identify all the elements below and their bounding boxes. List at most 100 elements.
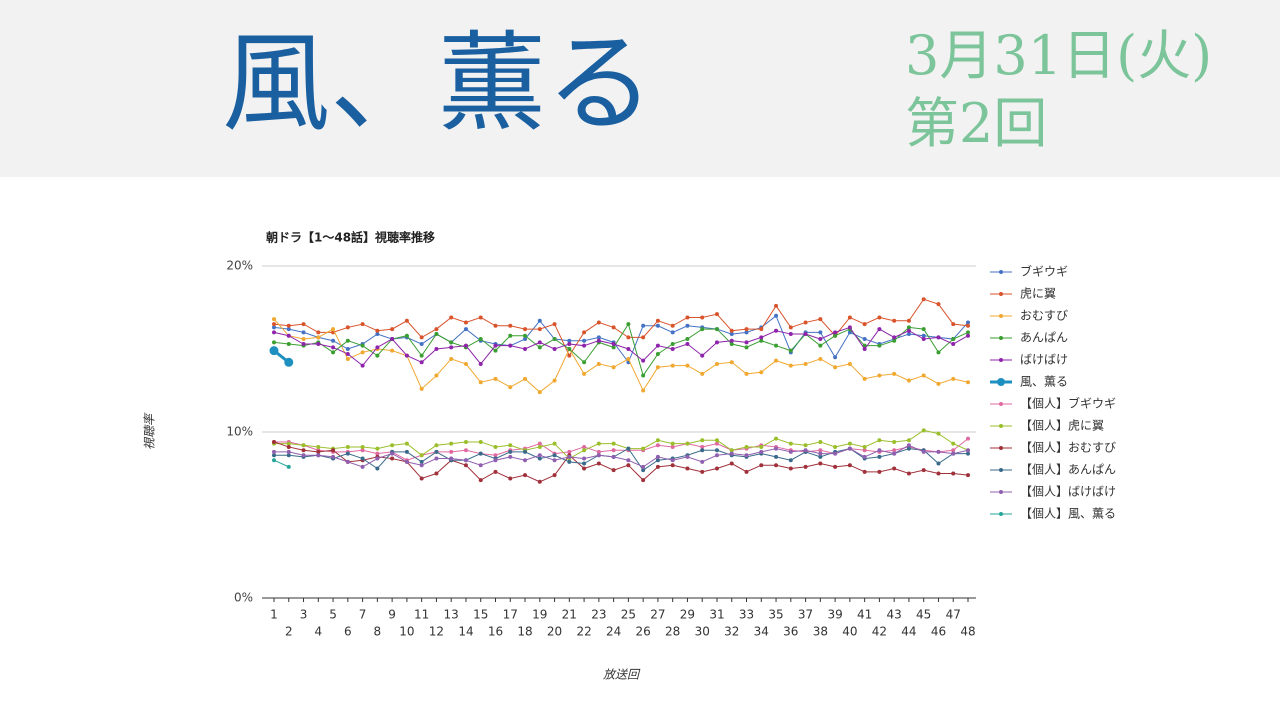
x-tick-label: 11 [414,608,429,622]
legend-dot [999,402,1003,406]
x-tick-label: 10 [399,625,414,639]
x-tick-label: 24 [606,625,621,639]
legend-dot [999,490,1003,494]
data-point [862,454,867,459]
data-point [523,347,528,351]
x-tick-label: 4 [314,625,322,639]
y-tick-label: 0% [234,591,253,605]
x-tick-label: 35 [768,608,783,622]
data-point [670,342,675,347]
data-point [523,473,528,478]
data-point [404,353,409,358]
data-point [360,350,365,355]
series-line [274,438,969,461]
data-point [390,443,395,448]
data-point [892,448,897,453]
data-point [286,327,291,332]
data-point [818,317,823,322]
x-tick-label: 30 [695,625,710,639]
episode: 第2回 [905,92,1047,155]
data-point [700,444,705,449]
data-point [316,453,321,458]
data-point [803,361,808,366]
data-point [345,351,350,356]
data-point [419,353,424,358]
data-point [434,471,439,476]
data-point [449,449,454,454]
data-point [774,446,779,451]
data-point [508,454,513,459]
x-tick-label: 37 [798,608,813,622]
data-point [936,381,941,386]
data-point [966,320,970,325]
x-tick-label: 47 [946,608,961,622]
x-tick-label: 36 [783,625,798,639]
data-point [626,458,631,463]
x-tick-label: 14 [458,625,473,639]
data-point [286,333,291,338]
data-point [419,459,424,464]
data-point [567,353,572,358]
data-point [759,444,764,449]
data-point [877,469,882,474]
data-point [774,303,779,308]
data-point [611,365,616,370]
data-point [567,342,572,347]
data-point [272,322,276,327]
data-point [523,337,528,342]
data-point [921,333,926,338]
x-tick-label: 46 [931,625,946,639]
data-point [685,337,690,342]
legend-dot [997,378,1005,386]
data-point [906,332,911,337]
data-point [331,345,336,350]
data-point [449,345,454,350]
data-point [788,458,793,463]
data-point [700,469,705,474]
data-point [641,468,646,473]
data-point [862,322,867,327]
x-tick-label: 3 [300,608,308,622]
data-point [493,444,498,449]
x-tick-label: 40 [842,625,857,639]
data-point [759,370,764,375]
data-point [921,373,926,378]
data-point [803,464,808,469]
x-tick-label: 25 [621,608,636,622]
data-point [567,449,572,454]
data-point [286,453,291,458]
data-point [818,330,823,335]
x-tick-label: 2 [285,625,293,639]
x-tick-label: 48 [960,625,975,639]
data-point [921,327,926,332]
data-point [582,444,587,449]
data-point [567,338,572,343]
data-point [655,438,660,443]
data-point [818,461,823,466]
data-point [552,473,557,478]
series-line [273,326,969,367]
data-point [670,444,675,449]
data-point [906,328,911,333]
data-point [493,343,498,348]
data-point [331,338,336,343]
data-point [331,350,336,355]
x-tick-label: 21 [562,608,577,622]
data-point [788,363,793,368]
x-tick-label: 41 [857,608,872,622]
data-point [582,448,587,453]
x-tick-label: 23 [591,608,606,622]
data-point [906,438,911,443]
data-point [390,348,395,353]
data-point [596,335,601,340]
data-point [906,471,911,476]
data-point [685,466,690,471]
data-point [774,436,779,441]
data-point [345,347,350,351]
data-point [523,449,528,454]
data-point [847,315,852,320]
x-tick-label: 39 [827,608,842,622]
data-point [272,453,276,458]
data-point [537,441,542,446]
data-point [404,333,409,338]
